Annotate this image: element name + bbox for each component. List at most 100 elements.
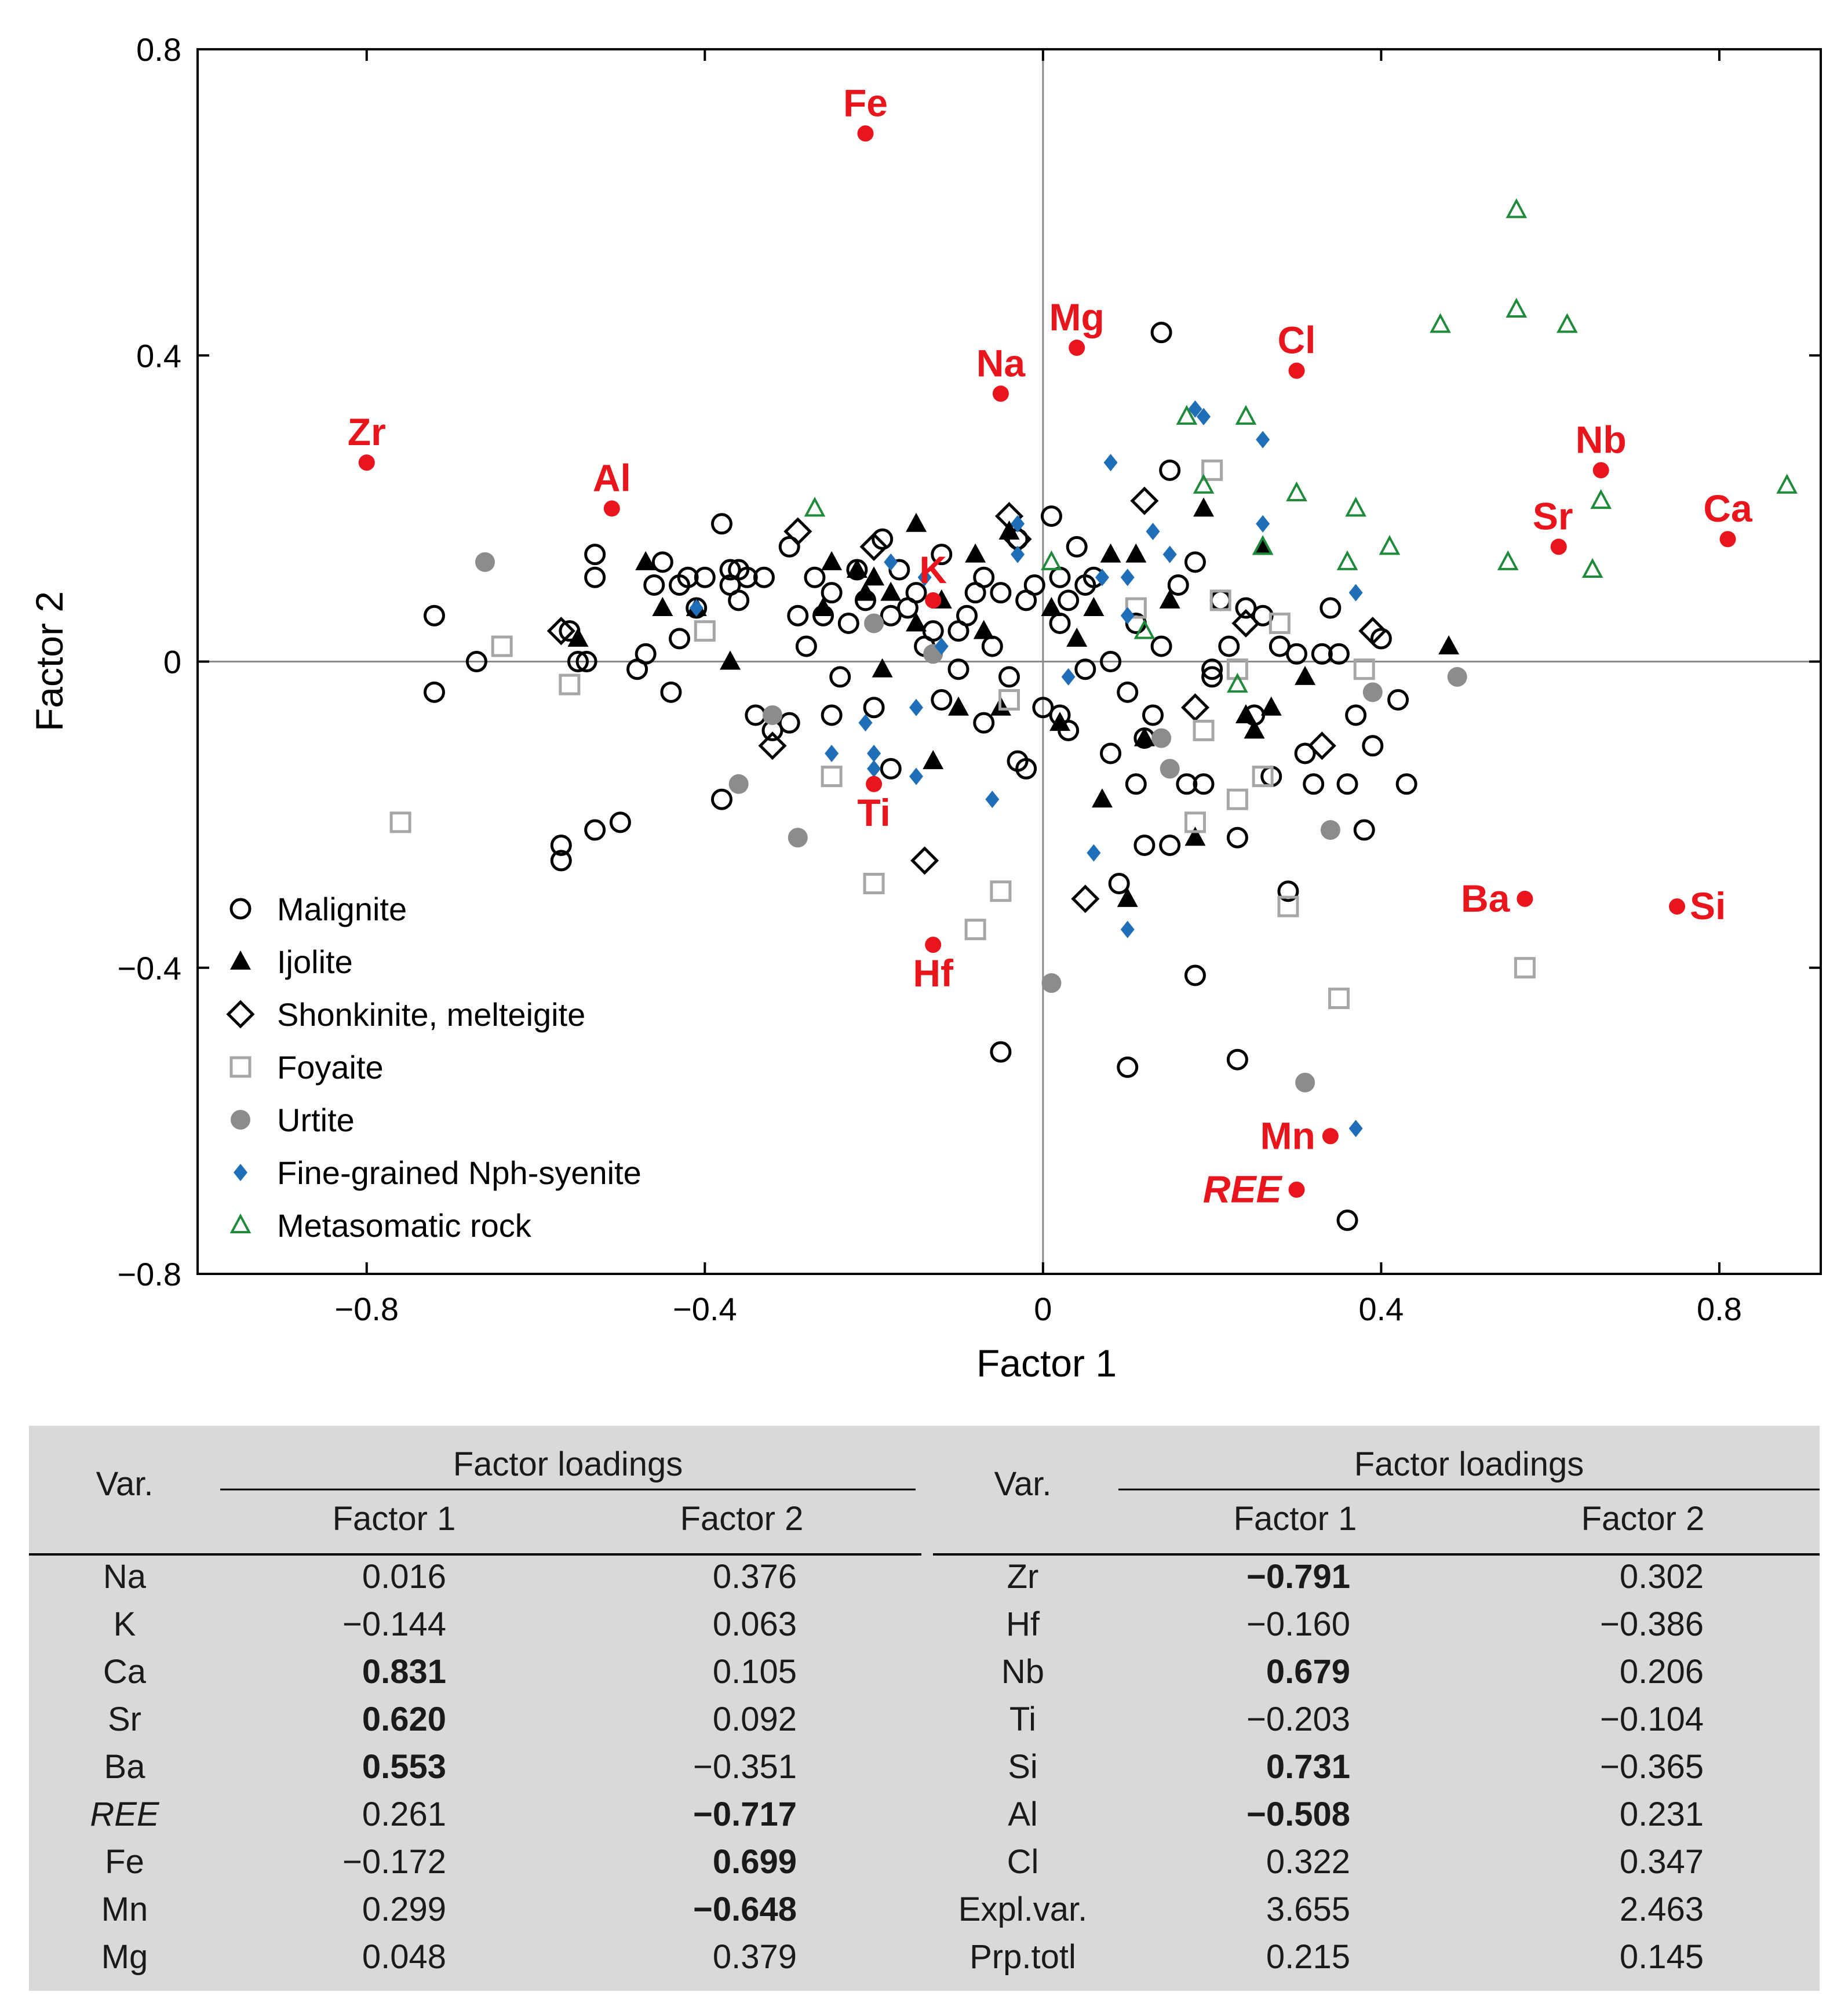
table-row: Cl 0.322 0.347 [1007, 1843, 1704, 1881]
point-malignite [821, 704, 843, 726]
point-malignite [1032, 697, 1054, 719]
point-ijolite [1133, 727, 1155, 746]
point-foyaite [1184, 811, 1206, 833]
point-malignite [584, 566, 606, 588]
point-urtite [1362, 682, 1383, 702]
table-cell-factor1: −0.144 [342, 1605, 446, 1643]
y-tick-label: 0.8 [136, 31, 181, 68]
variable-point-ca [1719, 531, 1736, 548]
table-cell-factor1: −0.172 [342, 1843, 446, 1881]
point-malignite [872, 528, 894, 550]
table-cell-factor2: 0.231 [1620, 1796, 1704, 1833]
table-row: Zr −0.791 0.302 [1007, 1558, 1704, 1596]
point-ijolite [1235, 704, 1256, 723]
point-fine-grained-nph-syenite [1146, 522, 1160, 540]
point-metasomatic-rock [1176, 405, 1198, 425]
variable-label-ca: Ca [1703, 487, 1753, 530]
point-fine-grained-nph-syenite [1348, 584, 1363, 602]
point-malignite [550, 850, 572, 872]
point-metasomatic-rock [1430, 313, 1451, 333]
point-metasomatic-rock [1590, 489, 1612, 509]
point-ijolite [1159, 589, 1180, 609]
point-foyaite [964, 919, 986, 941]
point-malignite [1023, 574, 1045, 596]
variable-point-ti [866, 775, 883, 792]
table-factor1-header: Factor 1 [1234, 1500, 1357, 1538]
table-group-header: Factor loadings [453, 1445, 683, 1483]
point-metasomatic-rock [1193, 474, 1215, 494]
x-axis-ticks: −0.8 −0.4 0 0.4 0.8 [334, 49, 1742, 1327]
point-malignite [584, 544, 606, 566]
point-shonkinite-melteigite [910, 846, 939, 875]
point-shonkinite-melteigite [1358, 617, 1387, 646]
point-foyaite [1226, 658, 1248, 680]
point-malignite [981, 635, 1003, 657]
variable-point-hf [925, 937, 942, 953]
table-factor1-header: Factor 1 [333, 1500, 456, 1538]
point-malignite [710, 513, 732, 535]
point-ijolite [1049, 712, 1071, 731]
point-metasomatic-rock [1133, 619, 1156, 639]
point-ijolite [1083, 597, 1105, 617]
table-cell-var: Al [1008, 1796, 1038, 1833]
table-cell-factor1: 0.215 [1266, 1938, 1350, 1976]
point-fine-grained-nph-syenite [867, 760, 881, 778]
point-malignite [990, 582, 1012, 604]
point-malignite [1150, 322, 1172, 344]
table-row: Sr 0.620 0.092 [108, 1700, 797, 1738]
point-malignite [635, 643, 657, 665]
table-row: Ti −0.203 −0.104 [1009, 1700, 1704, 1738]
x-tick-label: 0.8 [1697, 1291, 1742, 1327]
table-cell-var: Fe [105, 1843, 144, 1881]
variable-point-fe [857, 125, 874, 142]
point-foyaite [1209, 589, 1231, 611]
point-urtite [788, 828, 808, 848]
table-row: Ba 0.553 −0.351 [104, 1748, 797, 1786]
series-malignite [423, 322, 1417, 1232]
series-fine-grained-nph-syenite [689, 400, 1363, 1138]
point-malignite [795, 635, 817, 657]
point-ijolite [973, 620, 994, 639]
point-malignite [905, 582, 927, 604]
table-cell-factor1: 0.322 [1266, 1843, 1350, 1881]
table-row: Prp.totl 0.215 0.145 [969, 1938, 1704, 1976]
point-fine-grained-nph-syenite [909, 767, 924, 785]
point-malignite [736, 566, 758, 588]
table-cell-factor1: 0.620 [362, 1700, 446, 1738]
point-malignite [1117, 681, 1139, 703]
variable-point-cl [1288, 362, 1305, 379]
variable-point-mg [1069, 340, 1085, 356]
point-shonkinite-melteigite [1130, 486, 1159, 515]
table-cell-var: Nb [1001, 1653, 1044, 1691]
table-row: Fe −0.172 0.699 [105, 1843, 797, 1881]
legend-marker-shonkinite-melteigite [226, 1000, 255, 1029]
point-foyaite [1353, 658, 1375, 680]
point-urtite [1151, 728, 1172, 748]
x-tick-label: 0 [1034, 1291, 1052, 1327]
point-malignite [669, 628, 691, 650]
y-tick-label: 0.4 [136, 337, 181, 374]
point-malignite [1303, 773, 1325, 795]
point-foyaite [694, 620, 716, 642]
y-tick-label: −0.8 [117, 1256, 181, 1292]
variable-label-mn: Mn [1260, 1114, 1315, 1157]
point-shonkinite-melteigite [1307, 731, 1336, 760]
variable-label-sr: Sr [1533, 494, 1573, 537]
table-group-header: Factor loadings [1354, 1445, 1584, 1483]
point-malignite [931, 689, 953, 711]
table-row: Mn 0.299 −0.648 [101, 1891, 797, 1928]
point-malignite [1336, 1210, 1358, 1232]
table-var-header: Var. [994, 1465, 1052, 1503]
variable-label-si: Si [1690, 884, 1726, 927]
table-cell-factor1: 0.679 [1266, 1653, 1350, 1691]
point-metasomatic-rock [1041, 550, 1062, 570]
point-malignite [1235, 597, 1257, 619]
point-fine-grained-nph-syenite [1011, 545, 1025, 563]
legend: Malignite Ijolite Shonkinite, melteigite Fo… [226, 891, 641, 1244]
point-malignite [1201, 666, 1223, 688]
point-malignite [1066, 536, 1088, 558]
point-malignite [550, 834, 572, 856]
table-cell-factor2: −0.648 [693, 1891, 797, 1928]
point-fine-grained-nph-syenite [1011, 515, 1025, 533]
variable-point-nb [1592, 462, 1609, 479]
